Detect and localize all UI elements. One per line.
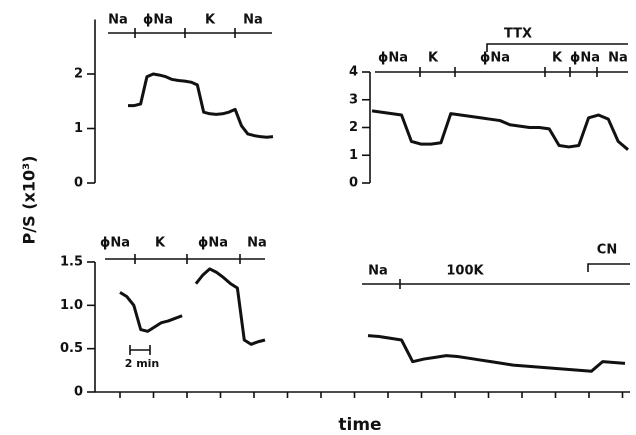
- y-tick-label: 3: [349, 92, 358, 107]
- solution-label: ϕNa: [480, 51, 510, 66]
- solution-label: ϕNa: [100, 236, 130, 251]
- y-axis-label: P/S (x10³): [20, 156, 39, 245]
- y-tick-label: 2: [74, 67, 83, 82]
- scale-bar: [129, 345, 151, 355]
- bracket-label: CN: [597, 243, 617, 258]
- y-tick-label: 0.5: [60, 341, 83, 356]
- solution-label: Na: [247, 236, 267, 251]
- solution-label: 100K: [446, 264, 484, 279]
- solution-label: ϕNa: [143, 13, 173, 28]
- solution-label: K: [552, 51, 563, 66]
- trace: [371, 109, 629, 151]
- solution-label: ϕNa: [378, 51, 408, 66]
- solution-label: Na: [368, 264, 388, 279]
- trace: [119, 267, 266, 346]
- y-tick-label: 0: [74, 176, 83, 191]
- solution-label: ϕNa: [198, 236, 228, 251]
- y-tick-label: 1: [74, 121, 83, 136]
- solution-label: K: [205, 13, 216, 28]
- y-tick-label: 0: [74, 385, 83, 400]
- y-tick-label: 1: [349, 148, 358, 163]
- solution-label: K: [155, 236, 166, 251]
- trace: [367, 334, 626, 373]
- bracket: [587, 263, 630, 272]
- bracket: [486, 43, 628, 52]
- bracket-label: TTX: [504, 27, 532, 42]
- y-tick-label: 1.0: [60, 298, 83, 313]
- solution-label: Na: [608, 51, 628, 66]
- y-tick-label: 4: [349, 65, 358, 80]
- scale-bar-label: 2 min: [125, 357, 160, 370]
- x-axis-label: time: [338, 415, 381, 435]
- solution-label: K: [428, 51, 439, 66]
- solution-label: ϕNa: [570, 51, 600, 66]
- solution-label: Na: [108, 13, 128, 28]
- y-tick-label: 1.5: [60, 255, 83, 270]
- y-tick-label: 2: [349, 120, 358, 135]
- trace: [128, 72, 274, 139]
- y-tick-label: 0: [349, 176, 358, 191]
- solution-label: Na: [243, 13, 263, 28]
